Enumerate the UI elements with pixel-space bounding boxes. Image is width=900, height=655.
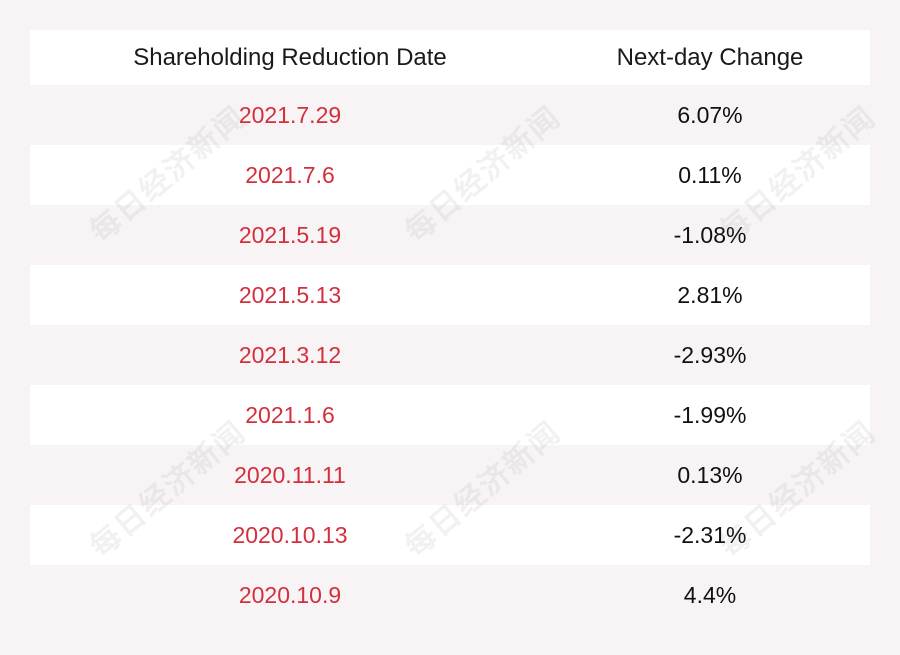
row-date: 2021.7.6 (245, 161, 335, 188)
table-row: 2021.5.13 2.81% (30, 265, 870, 325)
row-date: 2020.10.13 (232, 521, 348, 548)
row-change: 6.07% (677, 101, 743, 128)
table-row: 2021.7.29 6.07% (30, 85, 870, 145)
table-row: 2020.10.13 -2.31% (30, 505, 870, 565)
data-table: Shareholding Reduction Date Next-day Cha… (30, 30, 870, 625)
table-row: 2021.3.12 -2.93% (30, 325, 870, 385)
row-change: 2.81% (677, 281, 743, 308)
row-change: 4.4% (683, 581, 737, 608)
header-change: Next-day Change (616, 43, 804, 71)
row-date: 2021.5.19 (238, 221, 342, 248)
table-row: 2020.11.11 0.13% (30, 445, 870, 505)
row-date: 2021.7.29 (238, 101, 342, 128)
row-change: 0.11% (678, 161, 742, 188)
table-row: 2021.5.19 -1.08% (30, 205, 870, 265)
row-date: 2020.10.9 (238, 581, 342, 608)
row-change: -2.93% (673, 341, 747, 368)
row-date: 2021.3.12 (238, 341, 342, 368)
row-change: 0.13% (677, 461, 743, 488)
row-change: -1.99% (673, 401, 747, 428)
row-date: 2021.1.6 (245, 401, 335, 428)
table-row: 2021.1.6 -1.99% (30, 385, 870, 445)
row-date: 2021.5.13 (238, 281, 342, 308)
table-header: Shareholding Reduction Date Next-day Cha… (30, 30, 870, 85)
table-row: 2020.10.9 4.4% (30, 565, 870, 625)
table-row: 2021.7.6 0.11% (30, 145, 870, 205)
header-date: Shareholding Reduction Date (133, 43, 447, 71)
row-change: -1.08% (673, 221, 747, 248)
row-change: -2.31% (673, 521, 747, 548)
row-date: 2020.11.11 (234, 461, 346, 488)
